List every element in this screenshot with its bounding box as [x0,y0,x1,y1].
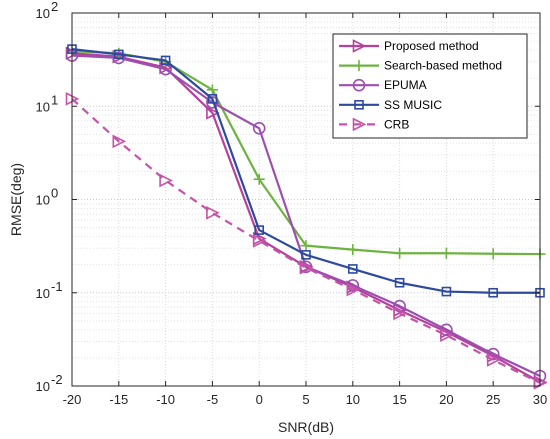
legend: Proposed method Search-based method EPUMA S… [332,33,528,139]
data-point [206,96,219,109]
x-tick-label: -15 [109,392,128,407]
legend-marker [354,100,364,110]
data-point [206,84,218,96]
x-tick-label: 30 [533,392,547,407]
data-point [300,240,312,252]
x-tick-label: -20 [63,392,82,407]
data-point [114,49,124,60]
data-point [160,55,171,66]
legend-label: EPUMA [384,78,427,92]
data-point [347,244,359,256]
series-line [71,54,541,377]
y-tick-label: 10 [36,6,50,21]
data-point [301,250,311,260]
data-point [488,287,499,298]
data-point [394,247,406,259]
data-point [253,173,265,185]
data-point [206,206,220,220]
x-tick-label: -10 [156,392,175,407]
y-tick-exponent: -1 [51,279,63,294]
data-point [206,106,220,120]
data-point [252,234,267,248]
y-tick-label: 10 [36,286,50,301]
data-point [486,353,501,367]
data-point [440,328,454,343]
y-axis-label: RMSE(deg) [8,163,24,236]
y-tick-exponent: 1 [51,92,58,107]
data-point [347,264,358,274]
x-tick-label: 10 [346,392,360,407]
y-tick-exponent: 0 [51,186,58,201]
data-point [159,173,173,188]
legend-label: Proposed method [384,39,479,53]
data-point [252,122,266,135]
series-epuma [65,49,547,383]
x-axis-label: SNR(dB) [278,419,334,435]
series-ss-music [67,44,545,298]
y-tick-label: 10 [36,99,50,114]
y-tick-exponent: 2 [51,0,58,14]
data-point [207,94,218,104]
data-point [299,261,314,275]
legend-label: Search-based method [384,59,502,73]
legend-marker [352,78,366,92]
series-line [71,48,540,294]
data-point [112,51,126,65]
legend-marker [352,117,367,132]
data-point [112,134,127,149]
y-tick-label: 10 [36,379,50,394]
data-point [440,247,452,259]
data-point [393,306,407,321]
legend-label: SS MUSIC [384,98,442,112]
data-point [394,277,405,288]
legend-marker [352,39,367,53]
y-tick-exponent: -2 [51,372,63,387]
series-line [71,98,541,384]
x-tick-label: 25 [486,392,500,407]
x-tick-label: -5 [207,392,219,407]
data-point [487,248,499,260]
y-tick-label: 10 [36,193,50,208]
x-tick-label: 0 [256,392,263,407]
x-tick-label: 20 [439,392,453,407]
data-point [441,286,452,297]
legend-label: CRB [384,117,409,131]
data-point [254,225,264,235]
series-crb [65,92,548,390]
data-point [346,282,361,297]
x-tick-label: 15 [392,392,406,407]
legend-marker [353,60,365,72]
x-tick-label: 5 [302,392,309,407]
series-lines [65,44,548,390]
